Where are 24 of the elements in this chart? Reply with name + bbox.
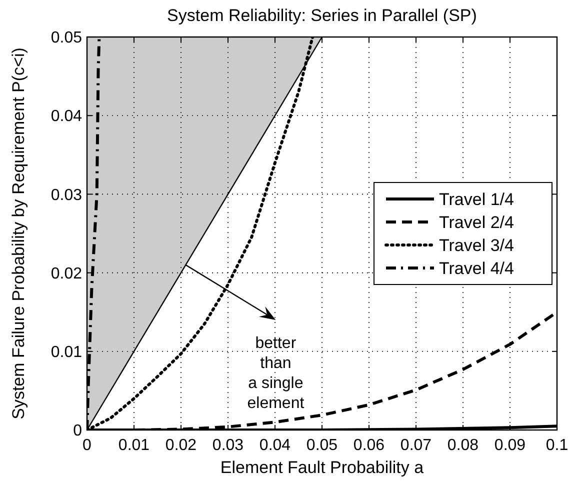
legend-label: Travel 1/4 [439,190,514,209]
y-tick-label: 0.03 [50,186,82,204]
x-tick-label: 0.04 [259,437,291,454]
legend-label: Travel 4/4 [439,258,514,278]
x-tick-label: 0.07 [400,437,432,454]
chart-title: System Reliability: Series in Parallel (SP) [167,6,477,25]
y-axis-title: System Failure Probability by Requirement P(c<i) [9,48,28,420]
x-tick-label: 0.05 [306,437,338,454]
y-tick-label: 0.02 [50,265,82,282]
x-tick-label: 0.1 [546,437,568,454]
y-tick-label: 0.05 [50,30,82,47]
legend-label: Travel 3/4 [439,236,514,255]
y-tick-label: 0.01 [50,344,82,361]
x-tick-label: 0.01 [118,437,150,454]
annotation: better than a single element [247,334,305,412]
legend-label: Travel 2/4 [439,212,514,232]
y-tick-label: 0 [73,422,82,440]
x-tick-label: 0.03 [212,437,244,454]
x-axis-title: Element Fault Probability a [220,458,424,477]
y-tick-label: 0.04 [50,108,82,126]
x-tick-label: 0.08 [447,437,479,454]
x-tick-label: 0.06 [353,437,385,454]
x-tick-label: 0.02 [165,437,197,454]
x-tick-label: 0.09 [494,437,526,454]
